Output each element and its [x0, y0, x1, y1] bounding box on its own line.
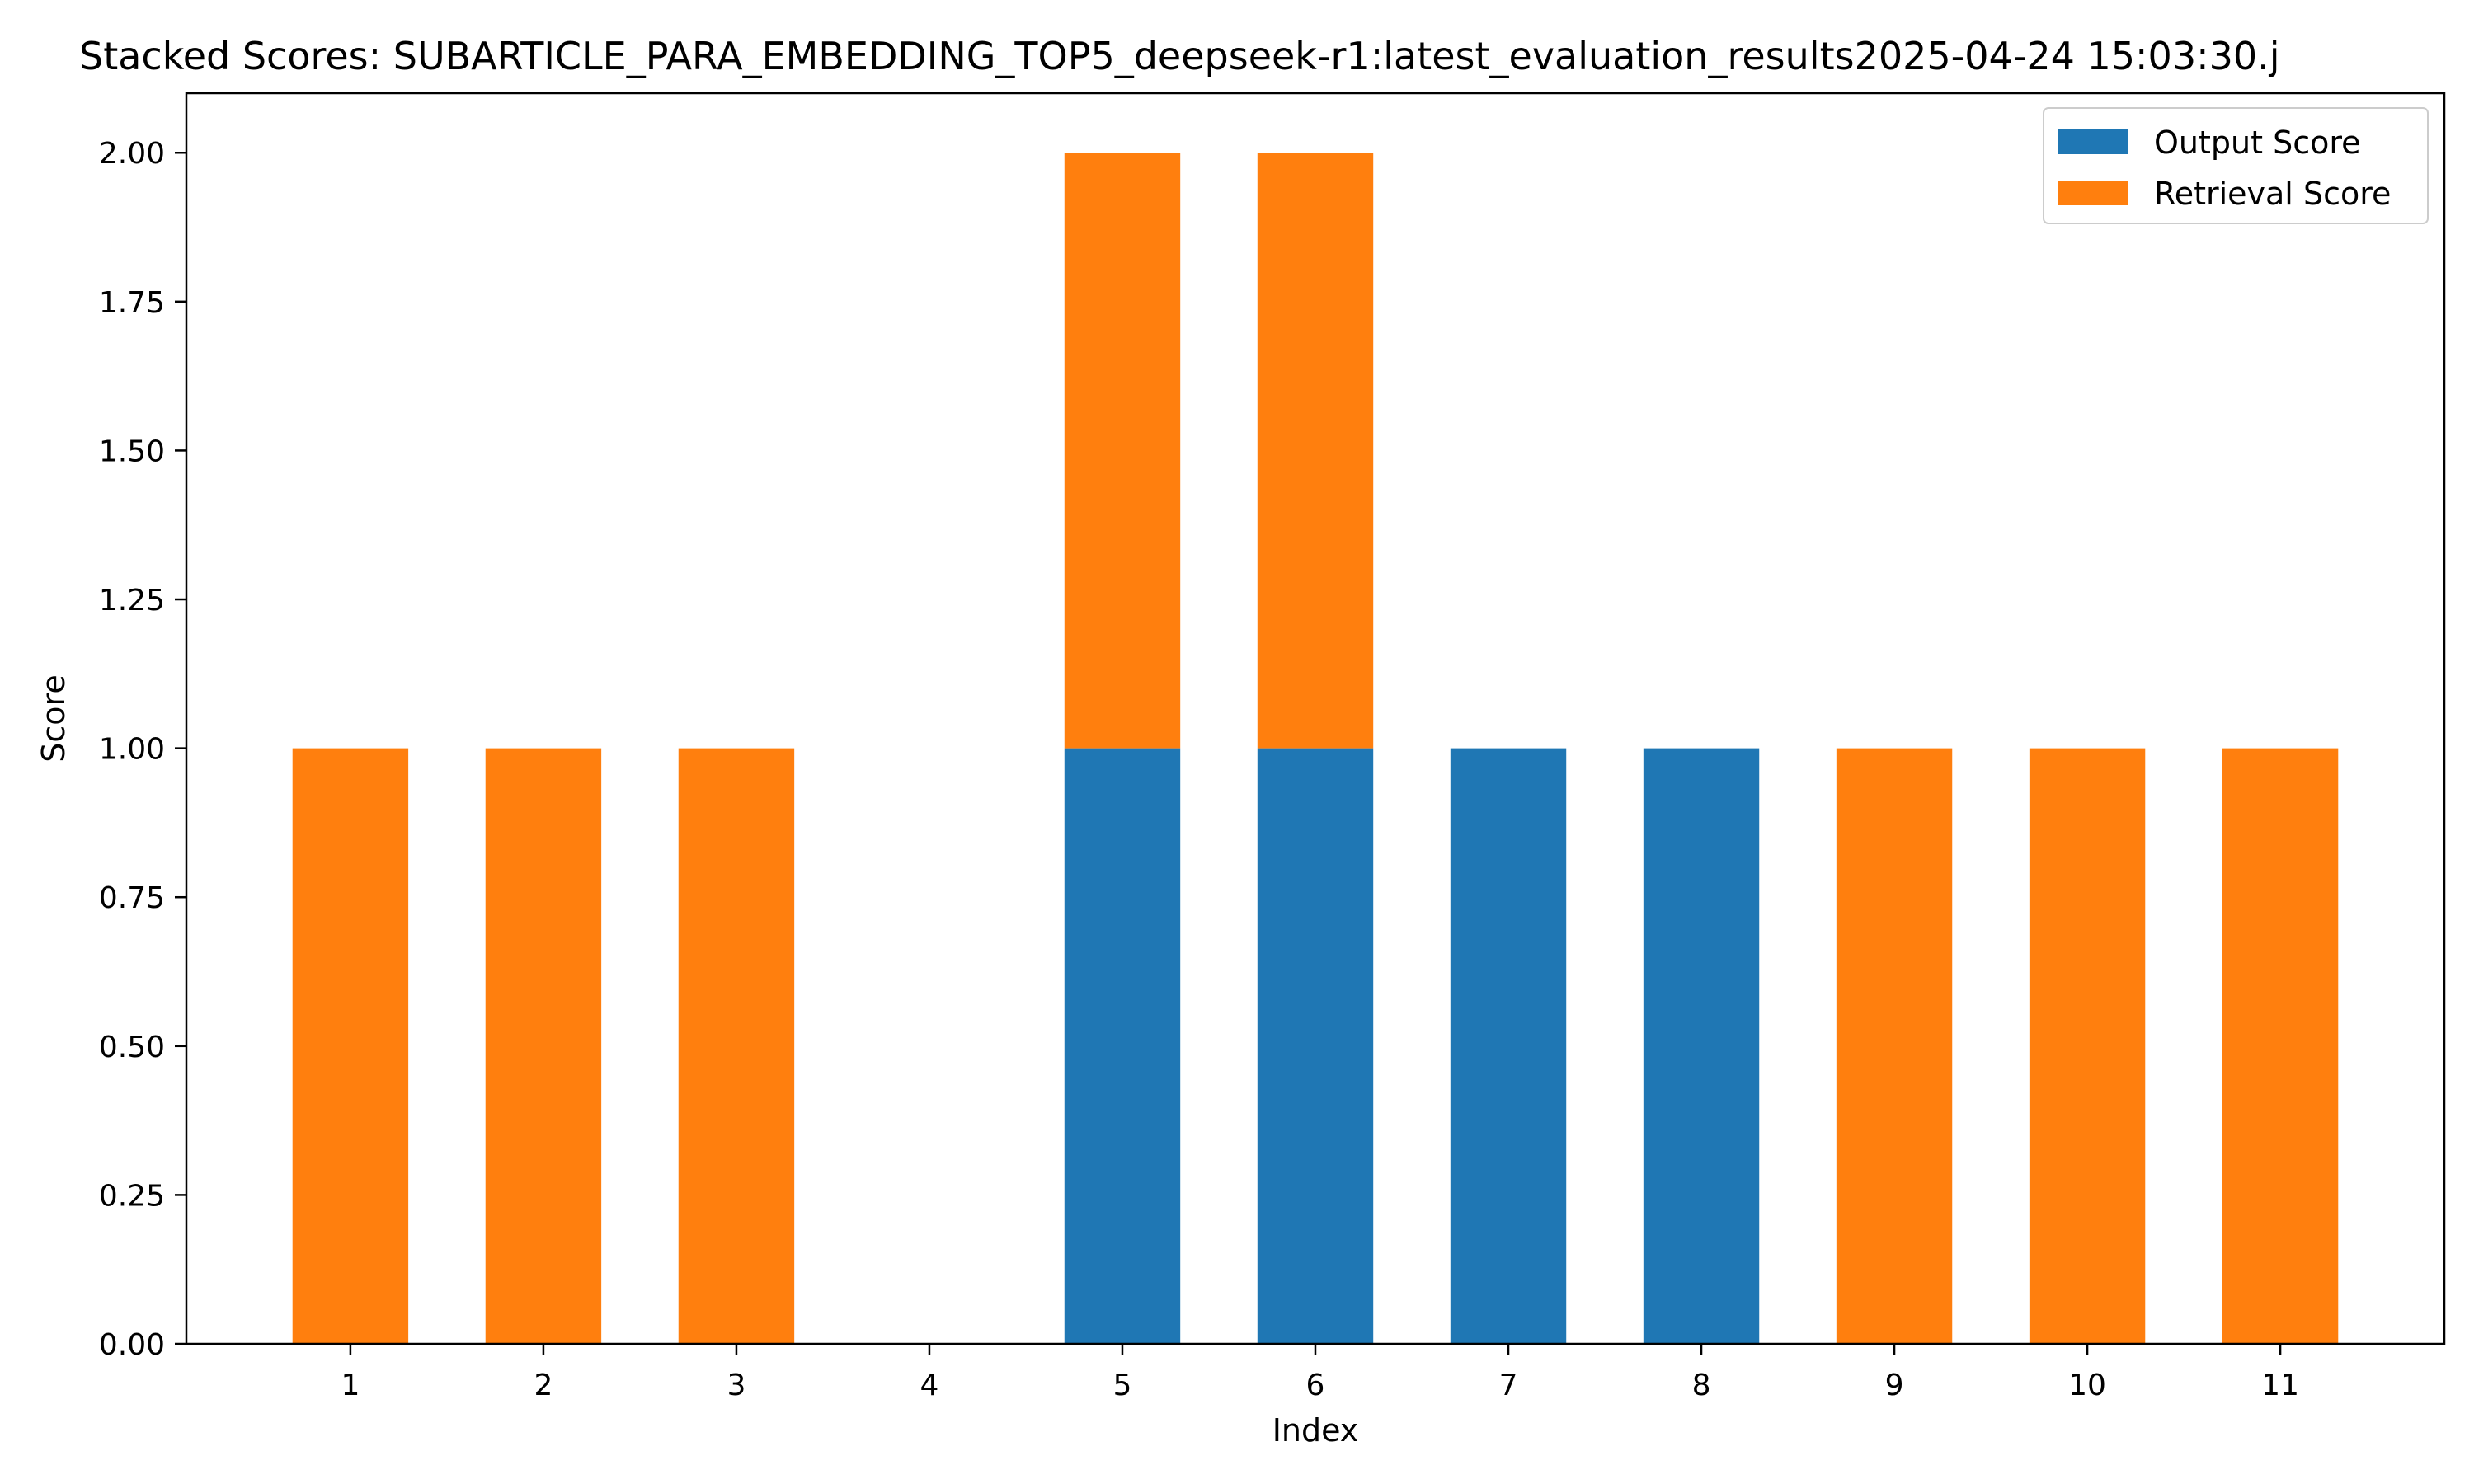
x-tick-label: 2 — [534, 1369, 553, 1402]
x-tick-label: 8 — [1692, 1369, 1711, 1402]
plot-frame — [185, 92, 2446, 1345]
bar-output-5 — [1064, 748, 1181, 1344]
bars-layer — [292, 153, 2339, 1344]
legend-label-retrieval: Retrieval Score — [2154, 176, 2391, 212]
legend: Output Score Retrieval Score — [2043, 107, 2429, 224]
bar-retrieval-1 — [292, 748, 409, 1344]
x-tick-label: 7 — [1499, 1369, 1518, 1402]
bar-retrieval-11 — [2222, 748, 2339, 1344]
x-tick-label: 3 — [727, 1369, 745, 1402]
bar-retrieval-3 — [678, 748, 795, 1344]
bar-retrieval-2 — [485, 748, 602, 1344]
y-tick-label: 1.25 — [99, 584, 165, 618]
legend-swatch-retrieval — [2058, 181, 2128, 205]
y-tick-label: 2.00 — [99, 137, 165, 171]
y-tick-label: 0.50 — [99, 1031, 165, 1064]
x-tick-label: 5 — [1113, 1369, 1132, 1402]
y-tick-label: 0.00 — [99, 1328, 165, 1362]
x-tick-label: 4 — [920, 1369, 939, 1402]
y-tick-label: 0.25 — [99, 1179, 165, 1213]
y-tick-label: 0.75 — [99, 881, 165, 915]
bar-retrieval-6 — [1257, 153, 1374, 749]
bar-retrieval-10 — [2029, 748, 2146, 1344]
bar-output-8 — [1643, 748, 1760, 1344]
x-tick-label: 6 — [1306, 1369, 1325, 1402]
y-tick-label: 1.00 — [99, 733, 165, 767]
bar-output-6 — [1257, 748, 1374, 1344]
bar-output-7 — [1450, 748, 1567, 1344]
bar-retrieval-9 — [1836, 748, 1953, 1344]
y-tick-label: 1.50 — [99, 434, 165, 468]
bar-retrieval-5 — [1064, 153, 1181, 749]
x-tick-label: 10 — [2068, 1369, 2106, 1402]
chart-title: Stacked Scores: SUBARTICLE_PARA_EMBEDDIN… — [79, 34, 2280, 78]
x-tick-label: 9 — [1885, 1369, 1904, 1402]
x-tick-label: 11 — [2261, 1369, 2299, 1402]
x-tick-label: 1 — [341, 1369, 360, 1402]
legend-label-output: Output Score — [2154, 124, 2361, 161]
y-tick-label: 1.75 — [99, 286, 165, 320]
y-axis: 0.00 0.25 0.50 0.75 1.00 1.25 1.50 1.75 2.00 — [99, 137, 186, 1362]
legend-swatch-output — [2058, 129, 2128, 154]
x-axis-label: Index — [1272, 1412, 1359, 1449]
y-axis-label: Score — [35, 674, 72, 762]
legend-box — [2043, 107, 2429, 224]
x-axis: 1 2 3 4 5 6 7 8 9 10 11 — [341, 1344, 2299, 1402]
